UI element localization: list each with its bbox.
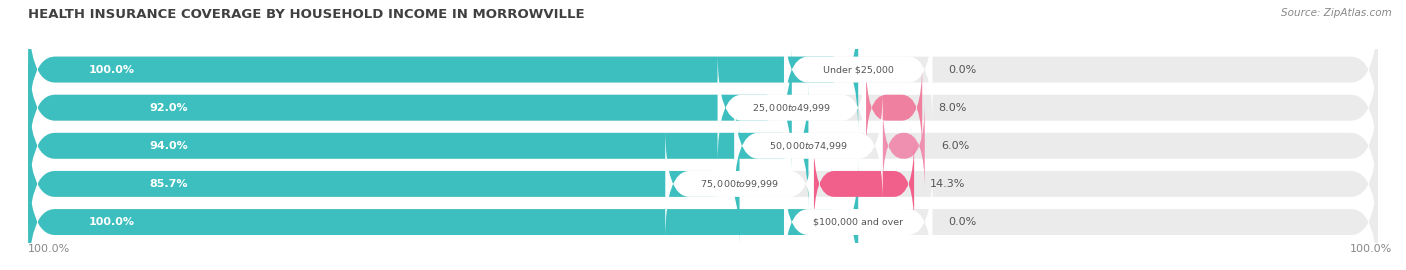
Text: 92.0%: 92.0% xyxy=(149,103,188,113)
FancyBboxPatch shape xyxy=(28,83,808,209)
FancyBboxPatch shape xyxy=(785,166,932,270)
FancyBboxPatch shape xyxy=(665,128,814,239)
FancyBboxPatch shape xyxy=(717,52,866,163)
FancyBboxPatch shape xyxy=(28,44,1378,171)
FancyBboxPatch shape xyxy=(28,159,858,270)
Text: 6.0%: 6.0% xyxy=(941,141,969,151)
FancyBboxPatch shape xyxy=(866,63,922,152)
FancyBboxPatch shape xyxy=(814,140,914,228)
Text: $75,000 to $99,999: $75,000 to $99,999 xyxy=(700,178,779,190)
Text: 100.0%: 100.0% xyxy=(89,65,135,75)
FancyBboxPatch shape xyxy=(785,14,932,125)
FancyBboxPatch shape xyxy=(28,121,740,247)
FancyBboxPatch shape xyxy=(28,6,1378,133)
Text: Under $25,000: Under $25,000 xyxy=(823,65,894,74)
Text: $25,000 to $49,999: $25,000 to $49,999 xyxy=(752,102,831,114)
Text: 14.3%: 14.3% xyxy=(931,179,966,189)
Text: Source: ZipAtlas.com: Source: ZipAtlas.com xyxy=(1281,8,1392,18)
FancyBboxPatch shape xyxy=(28,6,858,133)
Text: HEALTH INSURANCE COVERAGE BY HOUSEHOLD INCOME IN MORROWVILLE: HEALTH INSURANCE COVERAGE BY HOUSEHOLD I… xyxy=(28,8,585,21)
FancyBboxPatch shape xyxy=(28,83,1378,209)
Text: 85.7%: 85.7% xyxy=(149,179,188,189)
Text: 0.0%: 0.0% xyxy=(949,65,977,75)
Text: 100.0%: 100.0% xyxy=(28,244,70,254)
Text: 94.0%: 94.0% xyxy=(149,141,188,151)
FancyBboxPatch shape xyxy=(883,102,925,190)
FancyBboxPatch shape xyxy=(28,159,1378,270)
Text: 0.0%: 0.0% xyxy=(949,217,977,227)
FancyBboxPatch shape xyxy=(734,90,883,201)
Text: 100.0%: 100.0% xyxy=(1350,244,1392,254)
Text: 100.0%: 100.0% xyxy=(89,217,135,227)
FancyBboxPatch shape xyxy=(28,44,792,171)
FancyBboxPatch shape xyxy=(28,121,1378,247)
Text: $50,000 to $74,999: $50,000 to $74,999 xyxy=(769,140,848,152)
Text: 8.0%: 8.0% xyxy=(938,103,967,113)
Text: $100,000 and over: $100,000 and over xyxy=(813,218,903,227)
